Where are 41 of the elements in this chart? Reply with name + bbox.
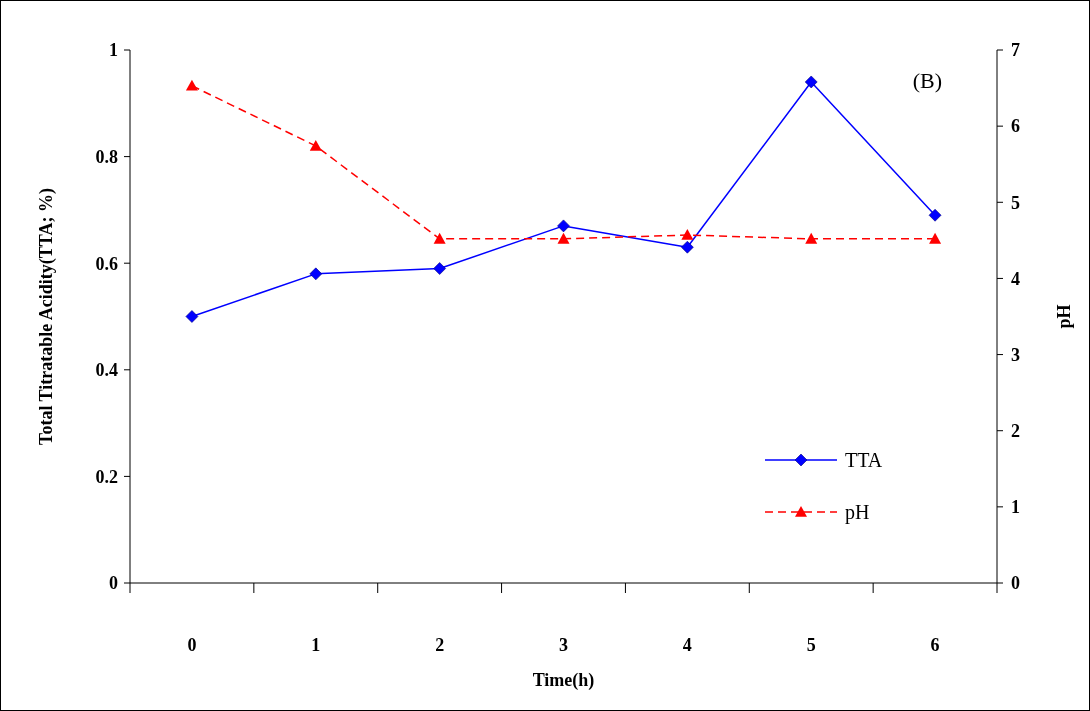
y2-tick-label: 7 [1011, 40, 1020, 61]
y2-tick-label: 5 [1011, 192, 1020, 213]
point [309, 267, 323, 281]
point [681, 229, 694, 240]
point [929, 232, 942, 244]
y2-tick-label: 6 [1011, 116, 1020, 137]
y-tick-label: 0.6 [95, 253, 118, 274]
annotation: (B) [912, 68, 942, 93]
legend-label: TTA [845, 449, 883, 471]
y-tick-label: 1 [109, 40, 118, 61]
y2-tick-label: 3 [1011, 344, 1020, 365]
point [309, 139, 322, 151]
point [804, 75, 818, 89]
y-tick-label: 0.2 [95, 466, 118, 487]
x-tick-label: 1 [311, 635, 321, 655]
x-tick-label: 6 [930, 635, 940, 655]
point [185, 310, 199, 323]
y-tick-label: 0 [109, 573, 118, 594]
point [681, 240, 694, 254]
x-axis-title: Time(h) [532, 670, 595, 691]
point [433, 232, 446, 244]
point [557, 219, 570, 233]
x-tick-label: 3 [559, 635, 568, 655]
point [185, 79, 198, 91]
x-tick-label: 4 [682, 635, 692, 655]
point [805, 232, 818, 244]
y2-tick-label: 1 [1011, 497, 1020, 518]
y2-tick-label: 0 [1011, 573, 1020, 594]
y-axis-title: Total Titratable Acidity(TTA; %) [36, 188, 57, 445]
y2-tick-label: 2 [1011, 421, 1020, 442]
y2-axis-title: pH [1054, 304, 1074, 329]
x-tick-label: 5 [806, 635, 816, 655]
y-tick-label: 0.4 [95, 360, 118, 381]
point [557, 232, 570, 244]
point [433, 262, 446, 275]
legend-label: pH [845, 501, 870, 524]
y-tick-label: 0.8 [95, 146, 118, 167]
y2-tick-label: 4 [1011, 268, 1020, 289]
x-tick-label: 2 [435, 635, 445, 655]
point [928, 208, 942, 222]
x-tick-label: 0 [187, 635, 197, 655]
